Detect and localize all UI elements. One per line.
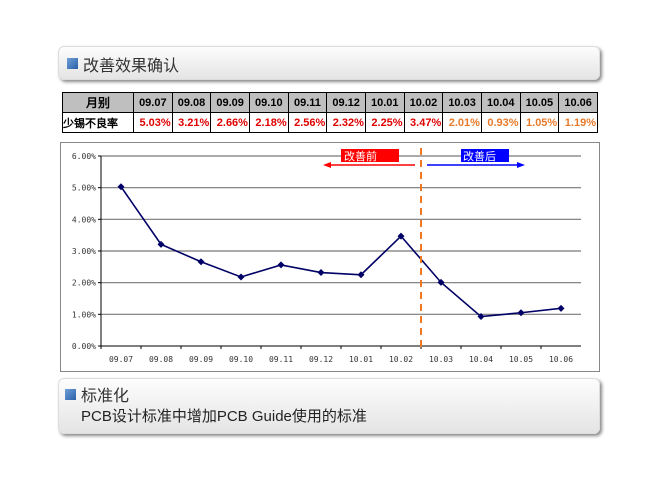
x-tick-label: 09.07 bbox=[109, 355, 133, 364]
data-point bbox=[157, 240, 165, 248]
section-box-standardize: 标准化 PCB设计标准中增加PCB Guide使用的标准 bbox=[58, 378, 600, 434]
data-point bbox=[197, 258, 205, 266]
x-tick-label: 10.03 bbox=[429, 355, 453, 364]
month-header: 09.07 bbox=[133, 92, 173, 113]
data-point bbox=[437, 278, 445, 286]
data-point bbox=[237, 273, 245, 281]
rate-cell: 1.05% bbox=[519, 112, 560, 133]
defect-rate-table: 月别 09.07 09.08 09.09 09.10 09.11 09.12 10.01 10.… bbox=[62, 92, 598, 133]
before-label: 改善前 bbox=[344, 149, 377, 163]
section-title: 标准化 bbox=[81, 386, 130, 405]
month-header: 10.05 bbox=[519, 92, 560, 113]
header-label: 月别 bbox=[62, 92, 134, 113]
chart-area: 0.00% 1.00% 2.00% 3.00% 4.00% 5.00% 6.00% 09.07… bbox=[60, 142, 600, 372]
y-tick-label: 1.00% bbox=[72, 310, 96, 319]
x-tick-label: 09.10 bbox=[229, 355, 253, 364]
data-point bbox=[557, 304, 565, 312]
rate-cell: 1.19% bbox=[558, 112, 598, 133]
arrow-head-icon bbox=[517, 162, 525, 168]
data-point bbox=[317, 269, 325, 277]
rate-cell: 2.32% bbox=[326, 112, 366, 133]
data-point bbox=[397, 232, 405, 240]
month-header: 10.06 bbox=[558, 92, 598, 113]
rate-cell: 2.01% bbox=[442, 112, 482, 133]
y-tick-label: 3.00% bbox=[72, 247, 96, 256]
data-point bbox=[517, 309, 525, 317]
x-tick-label: 09.09 bbox=[189, 355, 213, 364]
y-tick-label: 6.00% bbox=[72, 152, 96, 161]
month-header: 09.11 bbox=[287, 92, 328, 113]
x-tick-label: 10.04 bbox=[469, 355, 493, 364]
data-point bbox=[477, 313, 485, 321]
month-header: 09.09 bbox=[210, 92, 250, 113]
line-chart: 0.00% 1.00% 2.00% 3.00% 4.00% 5.00% 6.00% 09.07… bbox=[72, 148, 581, 364]
section-text: PCB设计标准中增加PCB Guide使用的标准 bbox=[81, 408, 367, 425]
x-tick-label: 09.12 bbox=[309, 355, 333, 364]
section-header-bar: 改善效果确认 bbox=[58, 46, 600, 80]
section-title: 改善效果确认 bbox=[83, 56, 180, 75]
y-tick-label: 2.00% bbox=[72, 279, 96, 288]
x-tick-label: 09.08 bbox=[149, 355, 173, 364]
month-header: 10.03 bbox=[442, 92, 482, 113]
rate-cell: 0.93% bbox=[480, 112, 521, 133]
arrow-head-icon bbox=[323, 162, 331, 168]
x-tick-label: 10.06 bbox=[549, 355, 573, 364]
data-point bbox=[117, 183, 125, 191]
month-header: 09.08 bbox=[171, 92, 212, 113]
rate-cell: 2.66% bbox=[210, 112, 250, 133]
bullet-square-icon bbox=[67, 58, 78, 69]
month-header: 09.12 bbox=[326, 92, 366, 113]
data-point bbox=[277, 261, 285, 269]
month-header: 09.10 bbox=[248, 92, 289, 113]
before-label-box bbox=[341, 149, 399, 162]
x-tick-label: 09.11 bbox=[269, 355, 293, 364]
after-label: 改善后 bbox=[463, 149, 496, 163]
rate-cell: 5.03% bbox=[133, 112, 173, 133]
y-tick-label: 0.00% bbox=[72, 342, 96, 351]
rate-cell: 2.25% bbox=[364, 112, 405, 133]
rate-cell: 2.18% bbox=[248, 112, 289, 133]
bullet-square-icon bbox=[65, 389, 76, 400]
month-header: 10.02 bbox=[403, 92, 444, 113]
x-tick-label: 10.01 bbox=[349, 355, 373, 364]
row-label: 少锡不良率 bbox=[62, 112, 134, 133]
x-tick-label: 10.02 bbox=[389, 355, 413, 364]
data-point bbox=[357, 271, 365, 279]
rate-cell: 3.47% bbox=[403, 112, 444, 133]
rate-cell: 2.56% bbox=[287, 112, 328, 133]
month-header: 10.04 bbox=[480, 92, 521, 113]
y-tick-label: 5.00% bbox=[72, 184, 96, 193]
rate-cell: 3.21% bbox=[171, 112, 212, 133]
series-line bbox=[120, 186, 562, 318]
after-label-box bbox=[461, 149, 509, 162]
y-tick-label: 4.00% bbox=[72, 215, 96, 224]
month-header: 10.01 bbox=[364, 92, 405, 113]
x-tick-label: 10.05 bbox=[509, 355, 533, 364]
